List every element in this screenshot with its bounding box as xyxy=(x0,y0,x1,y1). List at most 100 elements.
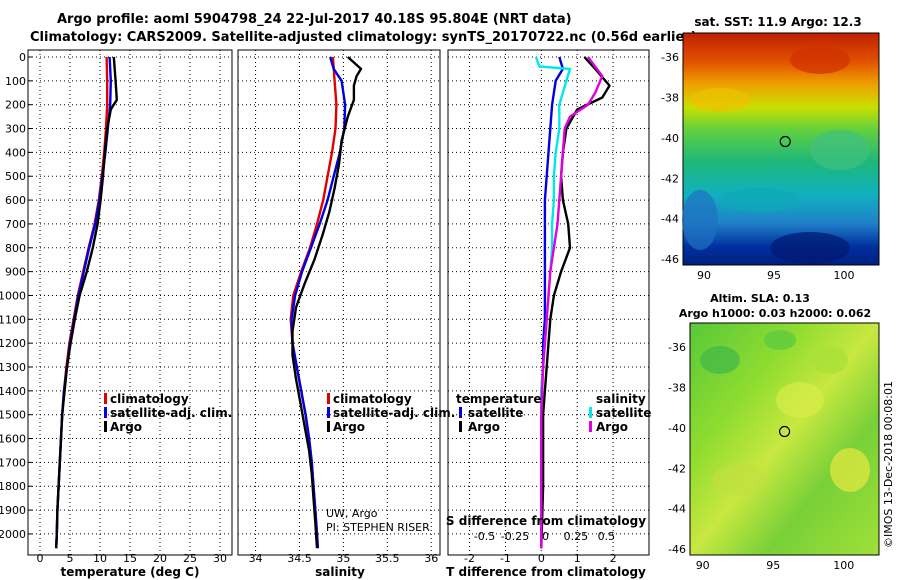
difference-legend-temperature: temperature satellite Argo xyxy=(456,392,541,434)
difference-top-tick-label: -0.25 xyxy=(501,530,529,543)
difference-panel xyxy=(447,49,650,556)
temperature-tick-label: 0 xyxy=(37,552,44,565)
legend-label-temp-argo: Argo xyxy=(468,420,500,434)
legend-label-climatology: climatology xyxy=(110,392,189,406)
difference-tick-label: 2 xyxy=(610,552,617,565)
depth-tick-label: 400 xyxy=(5,146,26,159)
salinity-tick-label: 36 xyxy=(424,552,438,565)
salinity-xlabel: salinity xyxy=(315,565,365,579)
imos-footer: ©IMOS 13-Dec-2018 00:08:01 xyxy=(882,381,895,548)
salinity-series-argo xyxy=(291,56,363,549)
depth-tick-label: 700 xyxy=(5,218,26,231)
legend-swatch-argo xyxy=(104,421,107,432)
legend-swatch-climatology xyxy=(327,393,330,404)
sst-lat-tick-label: -36 xyxy=(661,51,679,64)
legend-swatch-argo xyxy=(327,421,330,432)
sla-lat-tick-label: -36 xyxy=(668,341,686,354)
sst-texture-blob xyxy=(690,88,750,112)
legend-swatch-satellite xyxy=(327,407,330,418)
temperature-xlabel: temperature (deg C) xyxy=(61,565,200,579)
sla-lat-tick-label: -42 xyxy=(668,462,686,475)
pi-annotation-2: PI: STEPHEN RISER xyxy=(326,521,430,534)
difference-top-tick-label: 0.25 xyxy=(564,530,589,543)
depth-tick-label: 1200 xyxy=(0,337,26,350)
salinity-tick-label: 34 xyxy=(249,552,263,565)
temperature-tick-label: 5 xyxy=(67,552,74,565)
sst-texture-blob xyxy=(810,130,870,170)
legend-swatch-temp-satellite xyxy=(459,407,462,418)
salinity-tick-label: 34.5 xyxy=(287,552,312,565)
sla-texture-blob xyxy=(712,464,768,496)
sst-texture-blob xyxy=(682,190,718,250)
title-line-1: Argo profile: aoml 5904798_24 22-Jul-201… xyxy=(57,12,572,27)
depth-tick-label: 1400 xyxy=(0,385,26,398)
depth-tick-label: 1500 xyxy=(0,409,26,422)
sst-lon-tick-label: 90 xyxy=(697,269,711,282)
temperature-tick-label: 15 xyxy=(123,552,137,565)
title-line-2: Climatology: CARS2009. Satellite-adjuste… xyxy=(30,30,697,45)
depth-tick-label: 300 xyxy=(5,123,26,136)
legend-label-satellite: satellite-adj. clim. xyxy=(333,406,455,420)
difference-top-tick-label: 0.5 xyxy=(598,530,616,543)
difference-top-tick-label: 0 xyxy=(542,530,549,543)
difference-series-temperature-argo xyxy=(540,56,611,549)
sst-lat-tick-label: -40 xyxy=(661,132,679,145)
salinity-panel xyxy=(237,49,441,556)
depth-tick-label: 1000 xyxy=(0,289,26,302)
legend-heading-salinity: salinity xyxy=(596,392,646,406)
temperature-series-argo xyxy=(55,56,119,549)
legend-label-argo: Argo xyxy=(333,420,365,434)
sla-argo-marker xyxy=(778,425,791,438)
temperature-tick-label: 30 xyxy=(213,552,227,565)
sla-map-title-1: Altim. SLA: 0.13 xyxy=(710,292,810,305)
sst-lat-tick-label: -44 xyxy=(661,213,679,226)
temperature-tick-label: 20 xyxy=(153,552,167,565)
depth-tick-label: 1600 xyxy=(0,433,26,446)
depth-tick-label: 600 xyxy=(5,194,26,207)
depth-tick-label: 1800 xyxy=(0,480,26,493)
sla-map-title-2: Argo h1000: 0.03 h2000: 0.062 xyxy=(679,307,871,320)
legend-label-argo: Argo xyxy=(110,420,142,434)
sla-texture-blob xyxy=(764,330,796,350)
legend-label-climatology: climatology xyxy=(333,392,412,406)
difference-xlabel: T difference from climatology xyxy=(446,565,646,579)
difference-tick-label: 1 xyxy=(574,552,581,565)
sst-map-texture xyxy=(682,46,870,264)
sla-lat-tick-label: -44 xyxy=(668,503,686,516)
depth-tick-label: 500 xyxy=(5,170,26,183)
sla-texture-blob xyxy=(700,346,740,374)
salinity-tick-label: 35.5 xyxy=(375,552,400,565)
legend-heading-temperature: temperature xyxy=(456,392,541,406)
sst-lon-tick-label: 100 xyxy=(834,269,855,282)
sla-texture-blob xyxy=(830,448,870,492)
difference-legend-salinity: salinity satellite Argo xyxy=(589,392,651,434)
difference-tick-label: -2 xyxy=(464,552,475,565)
sla-texture-blob xyxy=(776,382,824,418)
temperature-series-satellite-adj-clim- xyxy=(55,56,113,549)
difference-tick-label: 0 xyxy=(538,552,545,565)
legend-swatch-climatology xyxy=(104,393,107,404)
depth-tick-label: 1900 xyxy=(0,504,26,517)
depth-tick-label: 900 xyxy=(5,266,26,279)
depth-tick-label: 200 xyxy=(5,99,26,112)
sst-texture-blob xyxy=(770,232,850,264)
difference-series-salinity-argo xyxy=(540,56,604,549)
legend-label-temp-satellite: satellite xyxy=(468,406,523,420)
legend-label-sal-argo: Argo xyxy=(596,420,628,434)
temperature-tick-label: 10 xyxy=(93,552,107,565)
sst-lat-tick-label: -38 xyxy=(661,92,679,105)
temperature-tick-label: 25 xyxy=(183,552,197,565)
legend-swatch-sal-argo xyxy=(589,421,592,432)
difference-top-tick-label: -0.5 xyxy=(474,530,495,543)
depth-tick-label: 1700 xyxy=(0,456,26,469)
depth-tick-label: 800 xyxy=(5,242,26,255)
difference-tick-label: -1 xyxy=(500,552,511,565)
depth-tick-label: 1100 xyxy=(0,313,26,326)
sst-map-title: sat. SST: 11.9 Argo: 12.3 xyxy=(694,15,861,29)
sla-lat-tick-label: -46 xyxy=(668,543,686,556)
salinity-legend: climatology satellite-adj. clim. Argo xyxy=(327,392,455,434)
legend-label-sal-satellite: satellite xyxy=(596,406,651,420)
salinity-tick-label: 35 xyxy=(336,552,350,565)
sst-lat-tick-label: -42 xyxy=(661,172,679,185)
